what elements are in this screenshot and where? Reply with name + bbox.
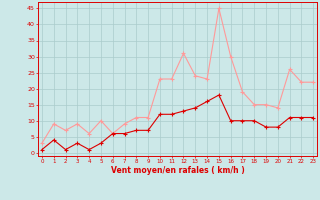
- X-axis label: Vent moyen/en rafales ( km/h ): Vent moyen/en rafales ( km/h ): [111, 166, 244, 175]
